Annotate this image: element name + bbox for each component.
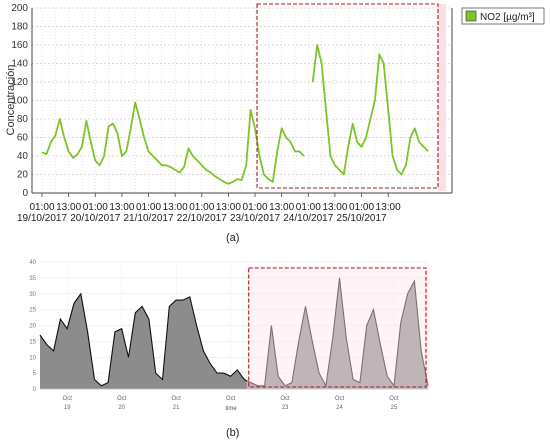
chart-a: NO2 [µg/m³] 0 20 40 60 80 100 120 140 160 180 200 0… xyxy=(0,0,550,230)
x-tick-label-month: Oct xyxy=(63,396,73,402)
x-tick-label-date: 25/10/2017 xyxy=(337,213,387,224)
x-tick-label-time: 13:00 xyxy=(322,202,347,213)
chart-a-grid xyxy=(32,7,452,194)
highlight-box xyxy=(256,3,439,189)
x-tick-label-date: 21/10/2017 xyxy=(123,213,173,224)
x-tick-label-date: 22/10/2017 xyxy=(177,213,227,224)
y-tick-label: 25 xyxy=(29,308,36,314)
x-tick-label-day: 23 xyxy=(282,405,289,411)
chart-b: 0 5 10 15 20 25 30 35 40 Oct 19 Oct 20 Oct 21 Oct Oct 23 O… xyxy=(29,260,430,412)
chart-b-series xyxy=(39,277,429,389)
y-tick-label: 80 xyxy=(17,114,29,125)
x-tick-label-month: Oct xyxy=(335,396,345,402)
legend-label: NO2 [µg/m³] xyxy=(480,12,535,23)
x-tick-label-day: 21 xyxy=(173,405,180,411)
panel-b-label: (b) xyxy=(226,427,240,439)
chart-a-axes: 02040608010012014016018020001:0019/10/20… xyxy=(11,3,453,224)
x-tick-label-time: 13:00 xyxy=(376,202,401,213)
x-tick-label-month: Oct xyxy=(226,396,236,402)
y-tick-label: 180 xyxy=(11,22,28,33)
no2-series-line xyxy=(41,44,429,185)
x-tick-label-time: 01:00 xyxy=(296,202,321,213)
x-tick-label-time: 01:00 xyxy=(29,202,54,213)
chart-b-axes: 0 5 10 15 20 25 30 35 40 Oct 19 Oct 20 Oct 21 Oct Oct 23 O… xyxy=(29,260,428,411)
y-tick-label: 10 xyxy=(29,355,36,361)
chart-a-y-axis-label: Concentración xyxy=(5,65,17,136)
y-tick-label: 20 xyxy=(29,324,36,330)
x-tick-label-day: 24 xyxy=(336,405,343,411)
chart-a-series xyxy=(41,44,429,185)
y-tick-label: 0 xyxy=(22,188,28,199)
y-tick-label: 40 xyxy=(17,151,29,162)
y-tick-label: 140 xyxy=(11,59,28,70)
x-tick-label-time: 01:00 xyxy=(349,202,374,213)
series-area xyxy=(40,277,428,389)
x-tick-label-date: 19/10/2017 xyxy=(17,213,67,224)
y-tick-label: 40 xyxy=(29,260,36,266)
x-tick-label-time: 01:00 xyxy=(83,202,108,213)
x-tick-label-date: 23/10/2017 xyxy=(230,213,280,224)
highlight-box xyxy=(248,267,427,388)
x-tick-label-time: 13:00 xyxy=(216,202,241,213)
highlight-shade xyxy=(246,266,430,389)
x-tick-label-date: 24/10/2017 xyxy=(283,213,333,224)
y-tick-label: 160 xyxy=(11,40,28,51)
y-tick-label: 5 xyxy=(33,371,37,377)
y-tick-label: 30 xyxy=(29,292,36,298)
chart-b-highlight xyxy=(246,266,430,389)
chart-b-grid xyxy=(40,261,428,390)
x-tick-label-date: 20/10/2017 xyxy=(70,213,120,224)
y-tick-label: 0 xyxy=(33,387,37,393)
y-tick-label: 20 xyxy=(17,170,29,181)
chart-b-x-axis-label: time xyxy=(225,406,237,412)
x-tick-label-time: 01:00 xyxy=(189,202,214,213)
x-tick-label-month: Oct xyxy=(117,396,127,402)
x-tick-label-time: 01:00 xyxy=(243,202,268,213)
x-tick-label-time: 13:00 xyxy=(56,202,81,213)
x-tick-label-time: 13:00 xyxy=(109,202,134,213)
x-tick-label-month: Oct xyxy=(280,396,290,402)
x-tick-label-day: 20 xyxy=(118,405,125,411)
x-tick-label-time: 01:00 xyxy=(136,202,161,213)
x-tick-label-month: Oct xyxy=(171,396,181,402)
y-tick-label: 15 xyxy=(29,339,36,345)
y-tick-label: 200 xyxy=(11,3,28,14)
x-tick-label-day: 25 xyxy=(391,405,398,411)
chart-a-background xyxy=(0,0,550,230)
y-tick-label: 120 xyxy=(11,77,28,88)
chart-a-legend: NO2 [µg/m³] xyxy=(461,7,545,25)
panel-a-label: (a) xyxy=(226,232,240,244)
series-line xyxy=(39,277,429,388)
x-tick-label-day: 19 xyxy=(64,405,71,411)
legend-swatch xyxy=(465,10,477,22)
highlight-shade xyxy=(438,4,446,191)
chart-a-highlight xyxy=(256,3,446,191)
x-tick-label-month: Oct xyxy=(389,396,399,402)
x-tick-label-time: 13:00 xyxy=(163,202,188,213)
y-tick-label: 100 xyxy=(11,96,28,107)
y-tick-label: 60 xyxy=(17,133,29,144)
y-tick-label: 35 xyxy=(29,276,36,282)
x-tick-label-time: 13:00 xyxy=(269,202,294,213)
legend-box xyxy=(461,7,545,25)
